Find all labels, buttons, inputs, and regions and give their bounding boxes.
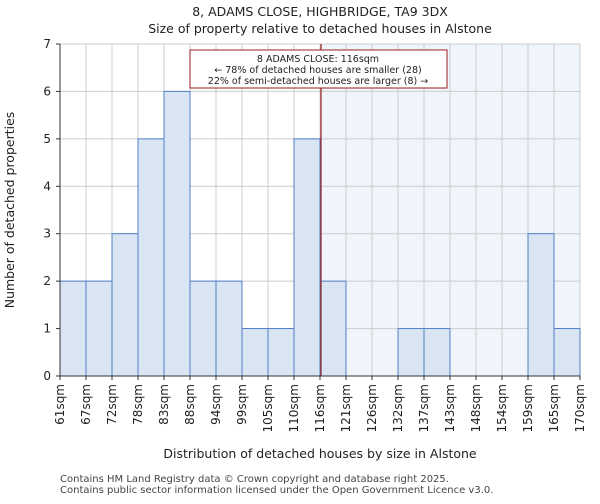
bar-94sqm xyxy=(215,280,243,377)
footer-licence: Contains public sector information licen… xyxy=(60,485,494,496)
x-tick-label-137sqm: 137sqm xyxy=(417,384,431,432)
x-axis-label: Distribution of detached houses by size … xyxy=(163,446,477,461)
x-tick-label-132sqm: 132sqm xyxy=(391,384,405,432)
x-tick-label-67sqm: 67sqm xyxy=(79,384,93,425)
bar-110sqm xyxy=(293,138,321,377)
y-tick-label-2: 2 xyxy=(43,274,51,288)
y-tick-label-6: 6 xyxy=(43,84,51,98)
x-tick-label-126sqm: 126sqm xyxy=(365,384,379,432)
x-tick-label-159sqm: 159sqm xyxy=(521,384,535,432)
x-tick-label-78sqm: 78sqm xyxy=(131,384,145,425)
annotation-box: 8 ADAMS CLOSE: 116sqm ← 78% of detached … xyxy=(189,49,448,89)
y-tick-label-0: 0 xyxy=(43,369,51,383)
annotation-line2: ← 78% of detached houses are smaller (28… xyxy=(214,65,421,76)
x-tick-label-165sqm: 165sqm xyxy=(547,384,561,432)
bar-105sqm xyxy=(267,328,295,377)
annotation-frame xyxy=(189,49,448,89)
x-tick-label-94sqm: 94sqm xyxy=(209,384,223,425)
x-tick-label-148sqm: 148sqm xyxy=(469,384,483,432)
y-tick-label-3: 3 xyxy=(43,227,51,241)
y-axis-label: Number of detached properties xyxy=(2,112,17,309)
footer-copyright: Contains HM Land Registry data © Crown c… xyxy=(60,474,449,485)
annotation-line3: 22% of semi-detached houses are larger (… xyxy=(208,76,428,87)
x-tick-label-110sqm: 110sqm xyxy=(287,384,301,432)
x-tick-label-61sqm: 61sqm xyxy=(53,384,67,425)
chart-title-line1: 8, ADAMS CLOSE, HIGHBRIDGE, TA9 3DX xyxy=(192,4,448,19)
x-tick-label-88sqm: 88sqm xyxy=(183,384,197,425)
x-tick-label-99sqm: 99sqm xyxy=(235,384,249,425)
annotation-line1: 8 ADAMS CLOSE: 116sqm xyxy=(257,54,379,65)
y-tick-label-1: 1 xyxy=(43,322,51,336)
x-tick-label-83sqm: 83sqm xyxy=(157,384,171,425)
bar-132sqm xyxy=(397,328,425,377)
bar-61sqm xyxy=(59,280,87,377)
bar-99sqm xyxy=(241,328,269,377)
bar-78sqm xyxy=(137,138,165,377)
x-tick-label-121sqm: 121sqm xyxy=(339,384,353,432)
x-tick-label-72sqm: 72sqm xyxy=(105,384,119,425)
chart-title-line2: Size of property relative to detached ho… xyxy=(148,21,492,36)
bar-67sqm xyxy=(85,280,113,377)
bar-137sqm xyxy=(423,328,451,377)
bar-88sqm xyxy=(189,280,217,377)
bar-165sqm xyxy=(553,328,581,377)
x-tick-label-116sqm: 116sqm xyxy=(313,384,327,432)
bar-72sqm xyxy=(111,233,139,377)
x-tick-label-154sqm: 154sqm xyxy=(495,384,509,432)
bar-83sqm xyxy=(163,90,191,377)
x-tick-label-105sqm: 105sqm xyxy=(261,384,275,432)
y-tick-label-7: 7 xyxy=(43,37,51,51)
bar-159sqm xyxy=(527,233,555,377)
bar-116sqm xyxy=(319,280,347,377)
y-tick-label-4: 4 xyxy=(43,179,51,193)
y-tick-label-5: 5 xyxy=(43,132,51,146)
x-tick-label-170sqm: 170sqm xyxy=(573,384,587,432)
x-tick-label-143sqm: 143sqm xyxy=(443,384,457,432)
